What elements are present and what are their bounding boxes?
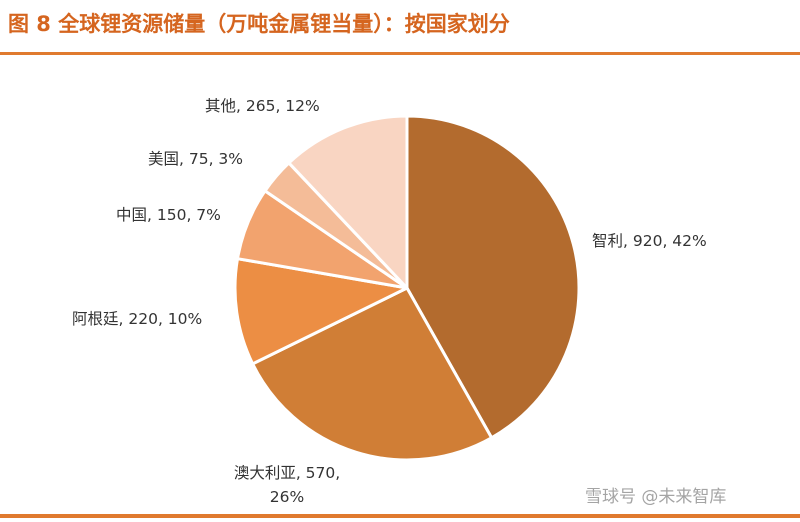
pie-slice-1 (251, 286, 494, 462)
pie-slice-0 (405, 114, 581, 440)
slice-label-0: 智利, 920, 42% (592, 232, 707, 250)
figure-title: 图 8 全球锂资源储量（万吨金属锂当量）：按国家划分 (8, 12, 510, 36)
slice-label-4: 美国, 75, 3% (148, 150, 243, 168)
pie-slices (233, 114, 581, 462)
pie-slice-5 (287, 114, 409, 290)
bottom-rule (0, 514, 800, 518)
slice-label-1: 澳大利亚, 570, 26% (234, 464, 340, 506)
slice-label-5: 其他, 265, 12% (205, 97, 320, 115)
slice-label-3: 中国, 150, 7% (116, 206, 221, 224)
slice-label-2: 阿根廷, 220, 10% (72, 310, 202, 328)
top-rule (0, 52, 800, 55)
pie-slice-2 (233, 257, 409, 366)
pie-labels: 智利, 920, 42% 澳大利亚, 570, 26% 阿根廷, 220, 10% 中国… (72, 97, 707, 506)
watermark: 雪球号 @未来智库 (585, 487, 727, 507)
